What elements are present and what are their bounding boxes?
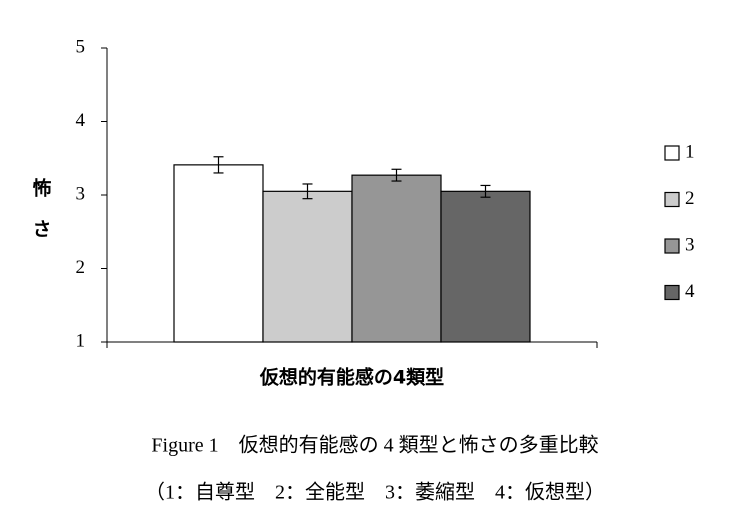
caption: （1：自尊型 2：全能型 3：萎縮型 4：仮想型）	[145, 481, 605, 504]
bar	[262, 190, 353, 343]
legend-label: 4	[685, 281, 695, 302]
y-tick-label: 4	[76, 110, 86, 131]
y-tick-label: 5	[76, 36, 86, 57]
legend-swatch	[664, 145, 680, 161]
error-bar	[480, 184, 491, 198]
legend-swatch	[664, 238, 680, 254]
y-tick-label: 1	[76, 330, 86, 351]
bar	[351, 174, 442, 343]
y-axis-label: 怖さ	[30, 177, 52, 260]
caption: Figure 1 仮想的有能感の 4 類型と怖さの多重比較	[151, 434, 598, 457]
legend-swatch	[664, 191, 680, 208]
bar	[173, 164, 264, 343]
y-tick-label: 3	[76, 183, 86, 204]
error-bar	[302, 183, 313, 200]
legend-label: 1	[685, 141, 695, 162]
error-bar	[391, 168, 402, 182]
legend-label: 2	[685, 188, 695, 209]
bar	[440, 190, 531, 343]
legend-swatch	[664, 284, 680, 301]
error-bar	[213, 156, 224, 174]
x-axis-label: 仮想的有能感の4類型	[259, 366, 444, 389]
legend-label: 3	[685, 234, 695, 255]
y-tick-label: 2	[76, 257, 86, 278]
